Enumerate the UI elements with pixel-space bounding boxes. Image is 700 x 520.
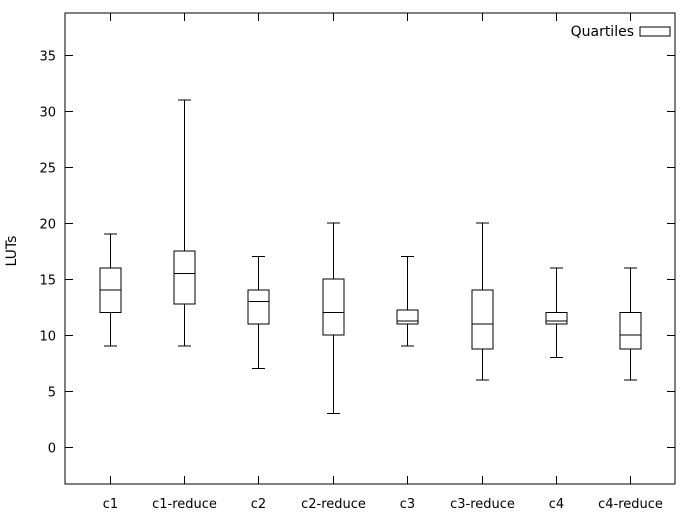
y-tick-label: 0 xyxy=(48,442,56,457)
y-tick-label: 10 xyxy=(39,330,56,345)
box-c4 xyxy=(545,267,568,358)
box-c1 xyxy=(99,233,122,347)
y-tick-label: 15 xyxy=(39,274,56,289)
x-tick-label: c4 xyxy=(549,497,564,512)
boxplot-boxes xyxy=(99,99,642,414)
x-tick-label: c4-reduce xyxy=(598,497,663,512)
legend-box-sample-icon xyxy=(639,26,671,37)
box-c2-reduce xyxy=(322,222,345,414)
quartile-box xyxy=(396,309,419,325)
y-tick-label: 25 xyxy=(39,162,56,177)
y-axis-ticks: 0 5 10 15 20 25 30 35 xyxy=(39,50,675,457)
box-c2 xyxy=(247,256,270,370)
plot-border xyxy=(64,12,676,485)
quartile-box xyxy=(471,289,494,350)
x-tick-label: c1 xyxy=(103,497,118,512)
legend-label: Quartiles xyxy=(571,24,634,40)
y-tick-label: 5 xyxy=(48,386,56,401)
x-axis-ticks: c1 c1-reduce c2 c2-reduce c3 c3-reduce c4 c4-re… xyxy=(103,13,663,512)
x-tick-label: c1-reduce xyxy=(152,497,217,512)
y-tick-label: 20 xyxy=(39,218,56,233)
box-c3 xyxy=(396,256,419,347)
quartile-box xyxy=(619,312,642,350)
x-tick-label: c2-reduce xyxy=(301,497,366,512)
quartile-box xyxy=(322,278,345,336)
quartile-box xyxy=(173,250,196,305)
x-tick-label: c3 xyxy=(400,497,415,512)
box-c3-reduce xyxy=(471,222,494,381)
box-c1-reduce xyxy=(173,99,196,347)
y-tick-label: 35 xyxy=(39,50,56,65)
x-tick-label: c3-reduce xyxy=(450,497,515,512)
x-tick-label: c2 xyxy=(251,497,266,512)
quartile-box xyxy=(545,312,568,325)
box-c4-reduce xyxy=(619,267,642,381)
quartile-box xyxy=(247,289,270,325)
y-axis-label: LUTs xyxy=(4,236,20,267)
y-tick-label: 30 xyxy=(39,106,56,121)
legend: Quartiles xyxy=(571,24,671,40)
